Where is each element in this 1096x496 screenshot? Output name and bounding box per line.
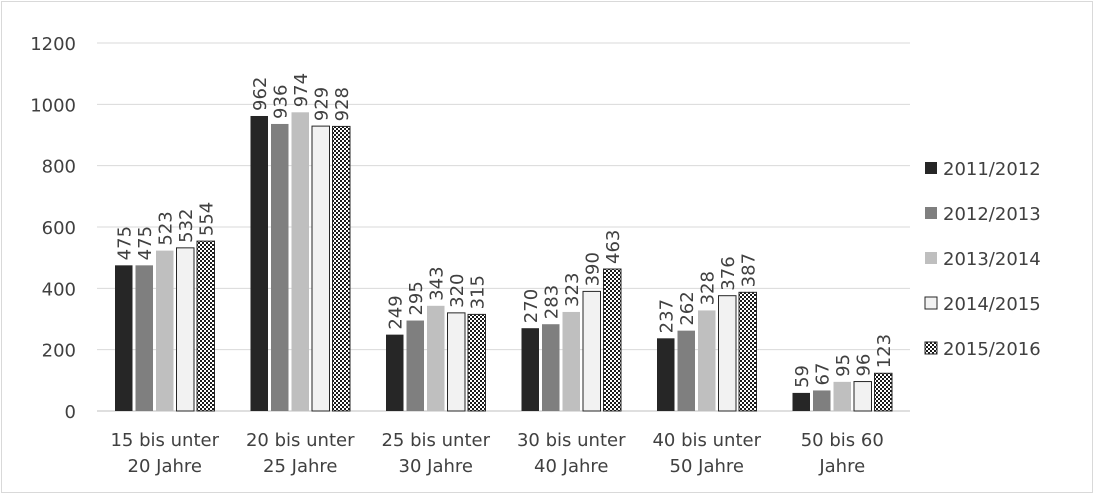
- data-label: 387: [739, 253, 760, 287]
- y-tick-label: 400: [42, 279, 76, 300]
- data-label: 95: [833, 354, 854, 377]
- data-label: 343: [427, 266, 448, 300]
- data-label: 463: [603, 230, 624, 264]
- data-label: 532: [176, 208, 197, 242]
- data-label: 295: [406, 281, 427, 315]
- x-category-label: 20 Jahre: [128, 456, 202, 477]
- legend-swatch: [925, 162, 937, 174]
- data-label: 928: [332, 87, 353, 121]
- bar: [467, 313, 486, 412]
- legend-label: 2015/2016: [943, 339, 1041, 360]
- y-tick-label: 600: [42, 218, 76, 239]
- bar: [562, 311, 580, 411]
- bar: [332, 125, 351, 412]
- bar: [135, 265, 153, 411]
- x-category-label: 30 Jahre: [399, 456, 473, 477]
- data-label: 390: [583, 252, 604, 286]
- bar: [427, 305, 445, 411]
- x-category-label: 25 Jahre: [263, 456, 337, 477]
- data-label: 323: [562, 273, 583, 307]
- x-category-label: 15 bis unter: [110, 430, 219, 451]
- bar: [521, 328, 539, 411]
- y-tick-label: 0: [65, 402, 76, 423]
- data-label: 96: [854, 354, 875, 377]
- legend-swatch: [924, 341, 938, 355]
- bar: [447, 312, 466, 412]
- data-label: 123: [874, 334, 895, 368]
- bar: [813, 390, 831, 411]
- legend-label: 2014/2015: [943, 294, 1041, 315]
- y-tick-label: 1000: [30, 95, 76, 116]
- legend-label: 2012/2013: [943, 204, 1041, 225]
- bar: [291, 112, 309, 411]
- data-label: 262: [677, 291, 698, 325]
- bar: [698, 310, 716, 411]
- bars: [115, 112, 893, 412]
- data-label: 249: [386, 295, 407, 329]
- data-label: 475: [115, 226, 136, 260]
- bar: [718, 295, 737, 412]
- x-category-label: 40 bis unter: [652, 430, 761, 451]
- legend-swatch: [925, 207, 937, 219]
- bar: [792, 392, 810, 411]
- data-label: 59: [792, 365, 813, 388]
- bar: [542, 324, 560, 411]
- bar: [196, 240, 215, 412]
- data-label: 328: [698, 271, 719, 305]
- bar: [156, 250, 174, 411]
- x-category-label: Jahre: [818, 456, 865, 477]
- y-tick-label: 200: [42, 341, 76, 362]
- y-tick-label: 800: [42, 157, 76, 178]
- y-axis-tick-labels: 0 200 400 600 800 1000 1200: [30, 34, 76, 423]
- bar: [603, 268, 622, 412]
- data-label: 936: [271, 85, 292, 119]
- data-label: 475: [135, 226, 156, 260]
- legend-swatch: [925, 252, 937, 264]
- bar: [738, 291, 757, 412]
- x-axis-category-labels: 15 bis unter 20 Jahre 20 bis unter 25 Jahre…: [110, 430, 883, 477]
- bar: [250, 115, 268, 411]
- bar: [853, 381, 872, 412]
- bar: [115, 265, 133, 411]
- data-label: 283: [542, 285, 563, 319]
- data-label: 270: [521, 289, 542, 323]
- bar: [176, 247, 195, 412]
- legend-label: 2011/2012: [943, 159, 1041, 180]
- data-label: 974: [291, 73, 312, 107]
- bar: [874, 372, 893, 412]
- x-category-label: 20 bis unter: [246, 430, 355, 451]
- x-category-label: 25 bis unter: [381, 430, 490, 451]
- data-label: 376: [718, 256, 739, 290]
- data-label: 962: [250, 77, 271, 111]
- data-label: 523: [156, 211, 177, 245]
- bar: [406, 320, 424, 411]
- bar: [677, 330, 695, 411]
- legend: 2011/2012 2012/2013 2013/2014 2014/2015 2015…: [924, 159, 1041, 360]
- bar: [386, 334, 404, 411]
- bar: [311, 125, 330, 412]
- data-label: 320: [447, 274, 468, 308]
- gridlines: [97, 42, 910, 412]
- x-category-label: 30 bis unter: [517, 430, 626, 451]
- x-category-label: 50 bis 60: [801, 430, 884, 451]
- data-label: 554: [197, 202, 218, 236]
- bar: [271, 123, 289, 412]
- bar: [582, 290, 601, 412]
- y-tick-label: 1200: [30, 34, 76, 55]
- x-category-label: 50 Jahre: [670, 456, 744, 477]
- data-label: 929: [312, 87, 333, 121]
- legend-swatch: [924, 296, 938, 310]
- data-label: 237: [657, 299, 678, 333]
- bar: [833, 381, 851, 411]
- x-category-label: 40 Jahre: [534, 456, 608, 477]
- data-label: 67: [813, 363, 834, 386]
- bar: [657, 338, 675, 411]
- data-label: 315: [468, 275, 489, 309]
- legend-label: 2013/2014: [943, 249, 1041, 270]
